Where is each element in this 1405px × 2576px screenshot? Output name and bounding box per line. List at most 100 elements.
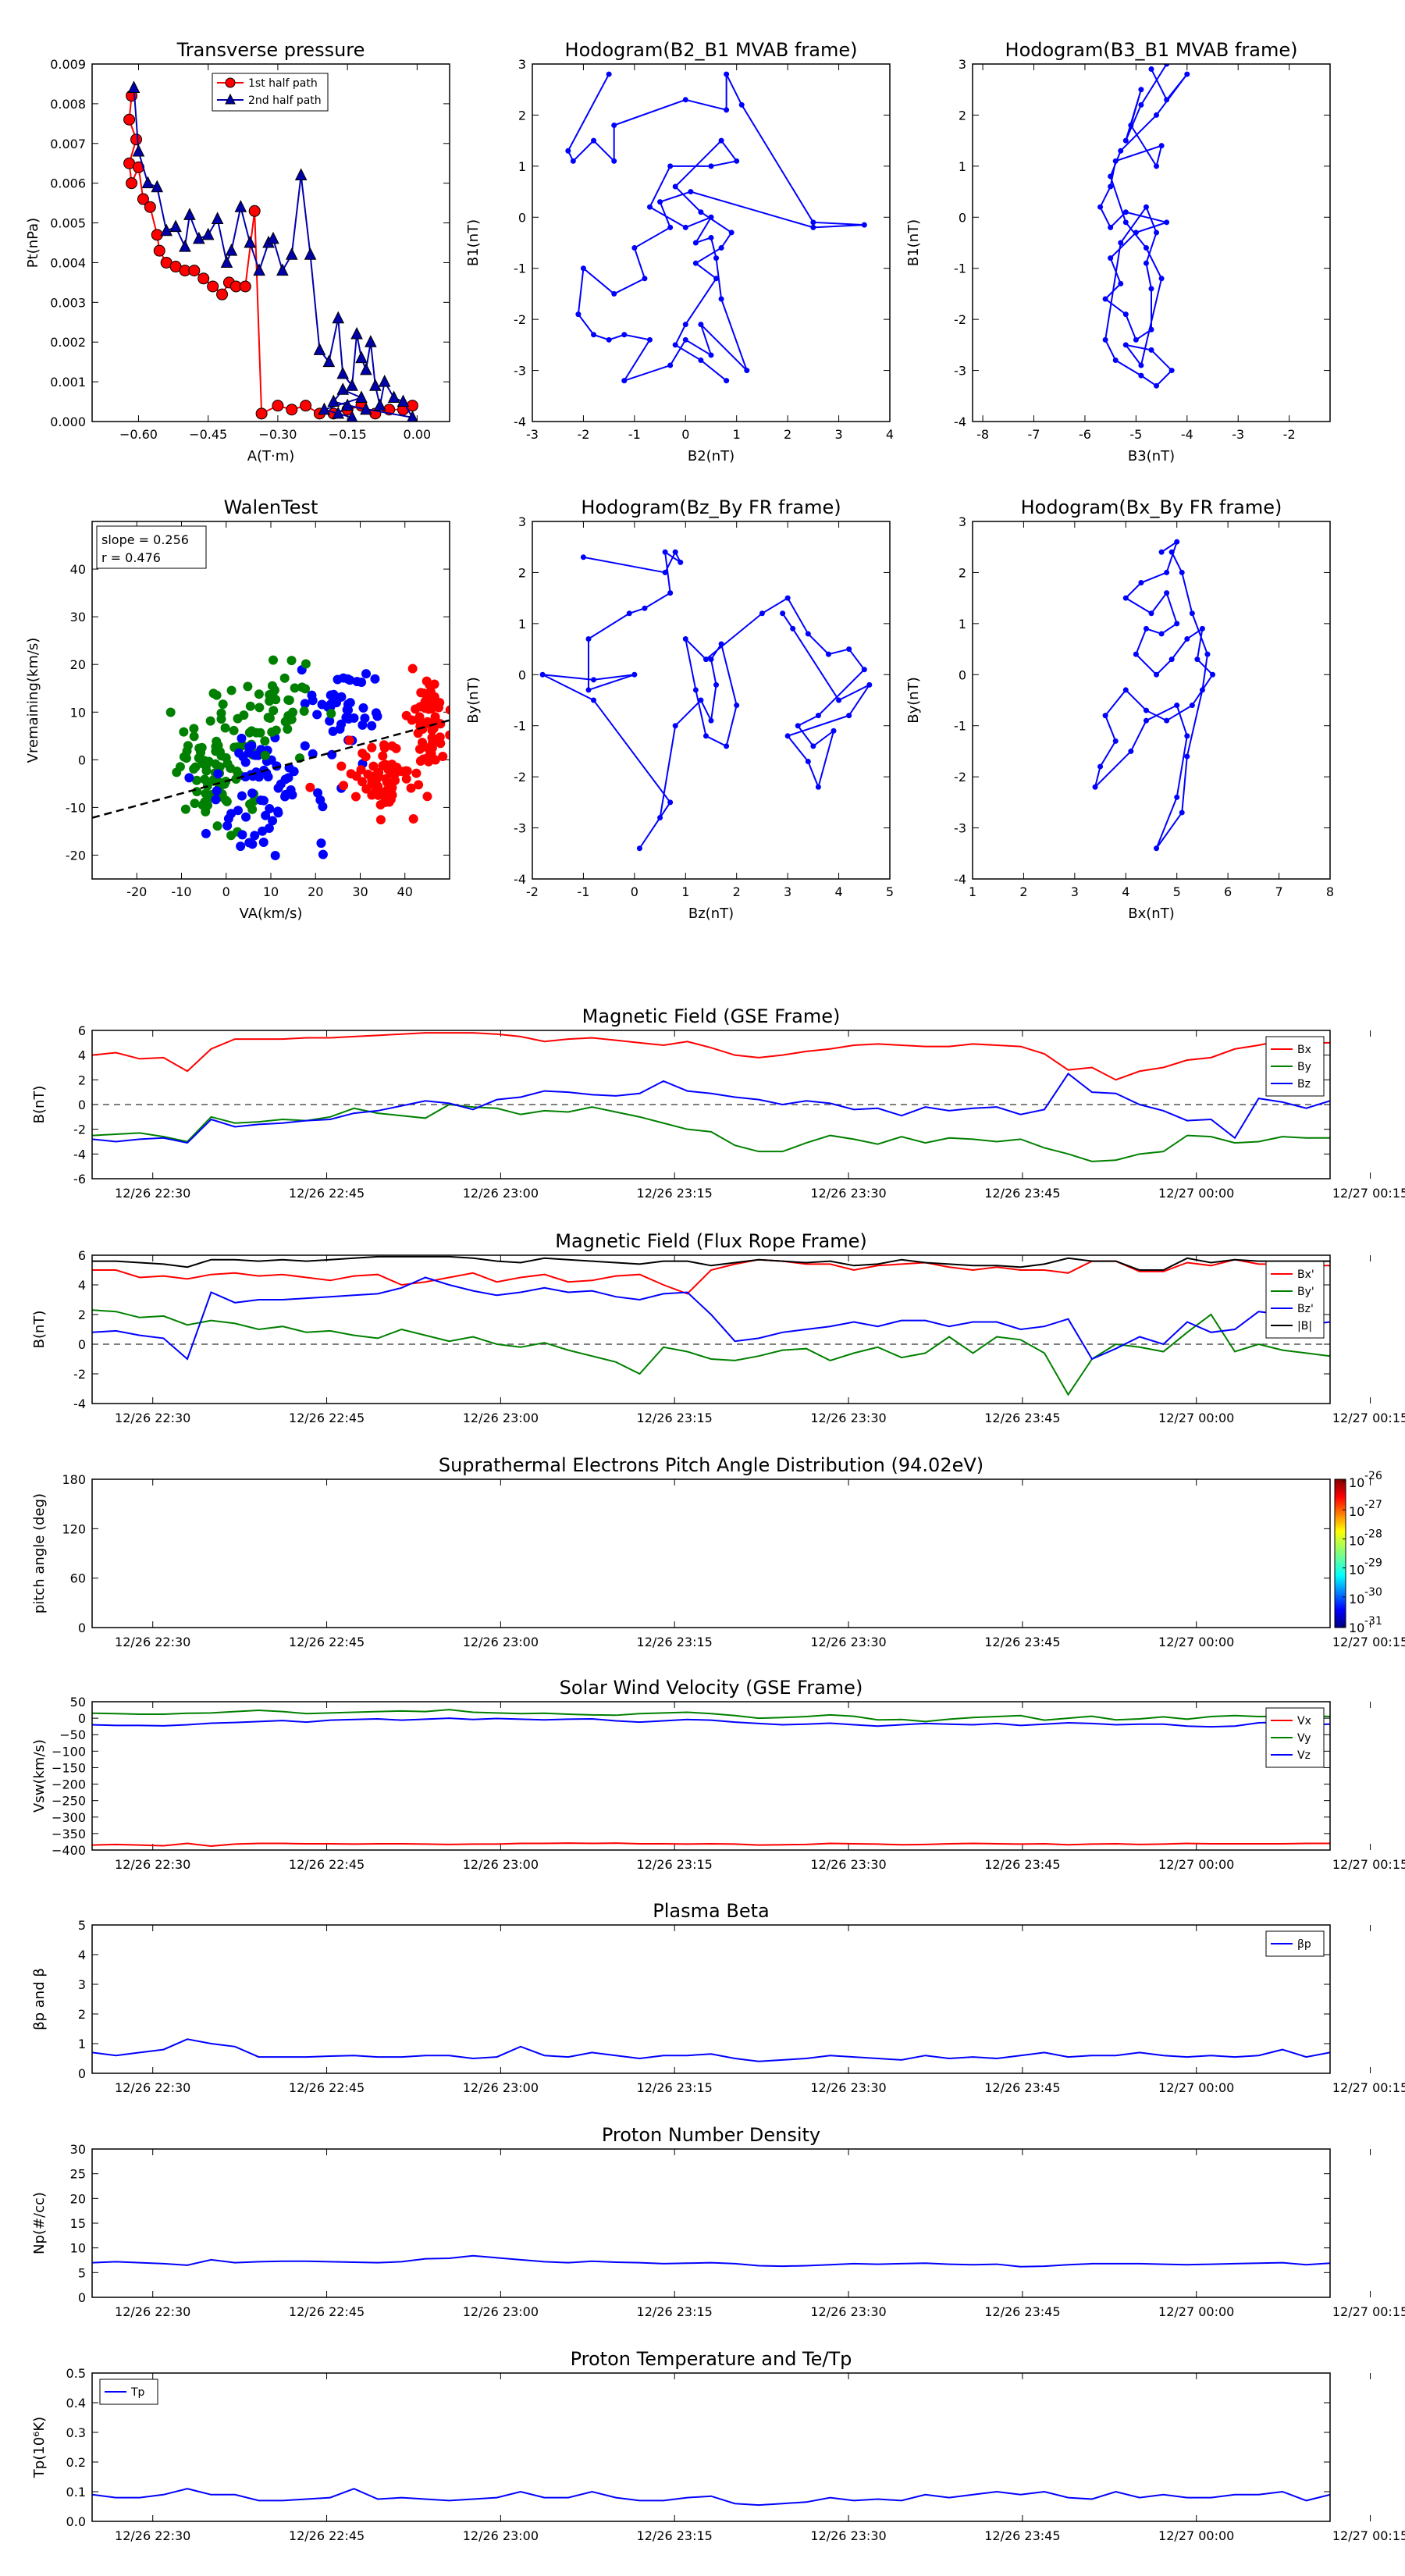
data-point: [137, 193, 149, 205]
data-point: [283, 724, 293, 735]
y-tick-label: -2: [73, 1123, 86, 1137]
data-point: [226, 831, 237, 841]
y-tick-label: 0: [78, 753, 86, 767]
y-tick-label: -10: [66, 800, 86, 815]
y-tick-label: 0.005: [50, 216, 86, 231]
data-point: [297, 682, 307, 692]
data-point: [406, 783, 416, 793]
data-point: [339, 781, 349, 791]
data-point: [718, 245, 724, 251]
data-point: [273, 783, 283, 793]
data-point: [1138, 87, 1144, 93]
data-point: [702, 656, 709, 663]
data-point: [1118, 280, 1124, 286]
data-point: [267, 231, 279, 244]
plot-area: [92, 2038, 1330, 2062]
data-point: [127, 80, 140, 94]
y-tick-label: 20: [70, 657, 86, 672]
data-point: [815, 784, 821, 790]
colorbar-tick-exponent: -31: [1364, 1615, 1382, 1628]
data-point: [248, 796, 258, 806]
x-tick-label: -4: [1181, 427, 1193, 442]
x-tick-label: 30: [352, 884, 368, 899]
data-point: [265, 713, 275, 724]
x-tick-label: 1: [969, 884, 976, 899]
panel-walen: WalenTest VA(km/s) Vremaining(km/s) -20 -10 0…: [25, 496, 450, 922]
time-tick-label: 12/27 00:00: [1158, 1411, 1234, 1425]
y-tick-label: 1: [518, 617, 526, 632]
data-point: [360, 402, 372, 415]
data-point: [430, 712, 440, 722]
y-tick-label: 0.008: [50, 97, 86, 112]
data-point: [332, 406, 345, 419]
data-point: [1179, 569, 1185, 575]
data-point: [132, 161, 144, 173]
x-tick-label: 10: [263, 884, 279, 899]
data-point: [379, 743, 389, 753]
x-tick-label: -7: [1028, 427, 1040, 442]
legend-label: Vz: [1297, 1749, 1311, 1762]
data-point: [216, 288, 229, 301]
plot-area: [92, 2254, 1330, 2268]
colorbar-tick-exponent: -29: [1364, 1557, 1382, 1570]
data-point: [708, 163, 714, 169]
data-point: [1112, 738, 1119, 744]
time-tick-label: 12/26 22:30: [115, 1857, 190, 1872]
legend-label: 1st half path: [248, 77, 318, 90]
legend-marker: [225, 93, 236, 105]
data-point: [300, 400, 312, 412]
data-point: [424, 701, 434, 711]
axes-frame: [91, 2372, 1331, 2522]
time-tick-label: 12/26 23:45: [984, 2304, 1060, 2319]
data-point: [360, 362, 372, 375]
data-point: [445, 705, 450, 715]
time-tick-label: 12/26 22:30: [115, 1635, 190, 1649]
y-tick-label: -3: [954, 364, 966, 379]
data-point: [239, 280, 251, 293]
data-point: [1138, 372, 1144, 379]
time-tick-label: 12/27 00:15: [1332, 2304, 1405, 2319]
series-line-3: [92, 1255, 1330, 1271]
data-point: [1122, 311, 1129, 318]
data-point: [1118, 240, 1124, 246]
data-point: [372, 711, 382, 721]
time-tick-label: 12/27 00:00: [1158, 1857, 1234, 1872]
x-tick-label: −0.60: [119, 427, 158, 442]
data-point: [1122, 342, 1129, 348]
colorbar-tick-exponent: -28: [1364, 1528, 1382, 1540]
data-point: [271, 725, 281, 735]
chart-title: Hodogram(B2_B1 MVAB frame): [565, 39, 858, 61]
data-point: [667, 590, 674, 596]
legend-marker: [225, 77, 236, 88]
data-point: [316, 838, 326, 849]
data-point: [1148, 326, 1154, 333]
legend: Tp: [99, 2379, 158, 2405]
data-point: [285, 247, 298, 260]
time-tick-label: 12/26 22:30: [115, 2304, 190, 2319]
plot-area: [1092, 539, 1216, 852]
data-point: [698, 357, 704, 363]
panel-tsPAD: Suprathermal Electrons Pitch Angle Distr…: [31, 1454, 1405, 1649]
data-point: [570, 158, 576, 164]
x-axis-label: A(T·m): [247, 448, 295, 464]
data-point: [430, 755, 440, 765]
data-point: [201, 227, 215, 240]
y-tick-label: -2: [73, 1367, 86, 1382]
data-point: [1097, 763, 1104, 770]
time-tick-label: 12/26 23:00: [463, 1186, 539, 1201]
data-point: [698, 209, 704, 215]
data-point: [336, 761, 347, 771]
data-point: [212, 821, 222, 831]
time-tick-label: 12/26 22:30: [115, 2080, 190, 2095]
chart-title: Solar Wind Velocity (GSE Frame): [560, 1677, 863, 1699]
data-point: [270, 851, 280, 861]
data-point: [260, 750, 270, 760]
time-tick-label: 12/27 00:15: [1332, 1411, 1405, 1425]
data-point: [667, 224, 674, 230]
x-tick-label: -20: [126, 884, 147, 899]
x-tick-label: 40: [397, 884, 413, 899]
y-axis-label: βp and β: [31, 1968, 48, 2030]
data-point: [438, 752, 448, 762]
data-point: [1189, 703, 1195, 709]
data-point: [289, 767, 299, 777]
